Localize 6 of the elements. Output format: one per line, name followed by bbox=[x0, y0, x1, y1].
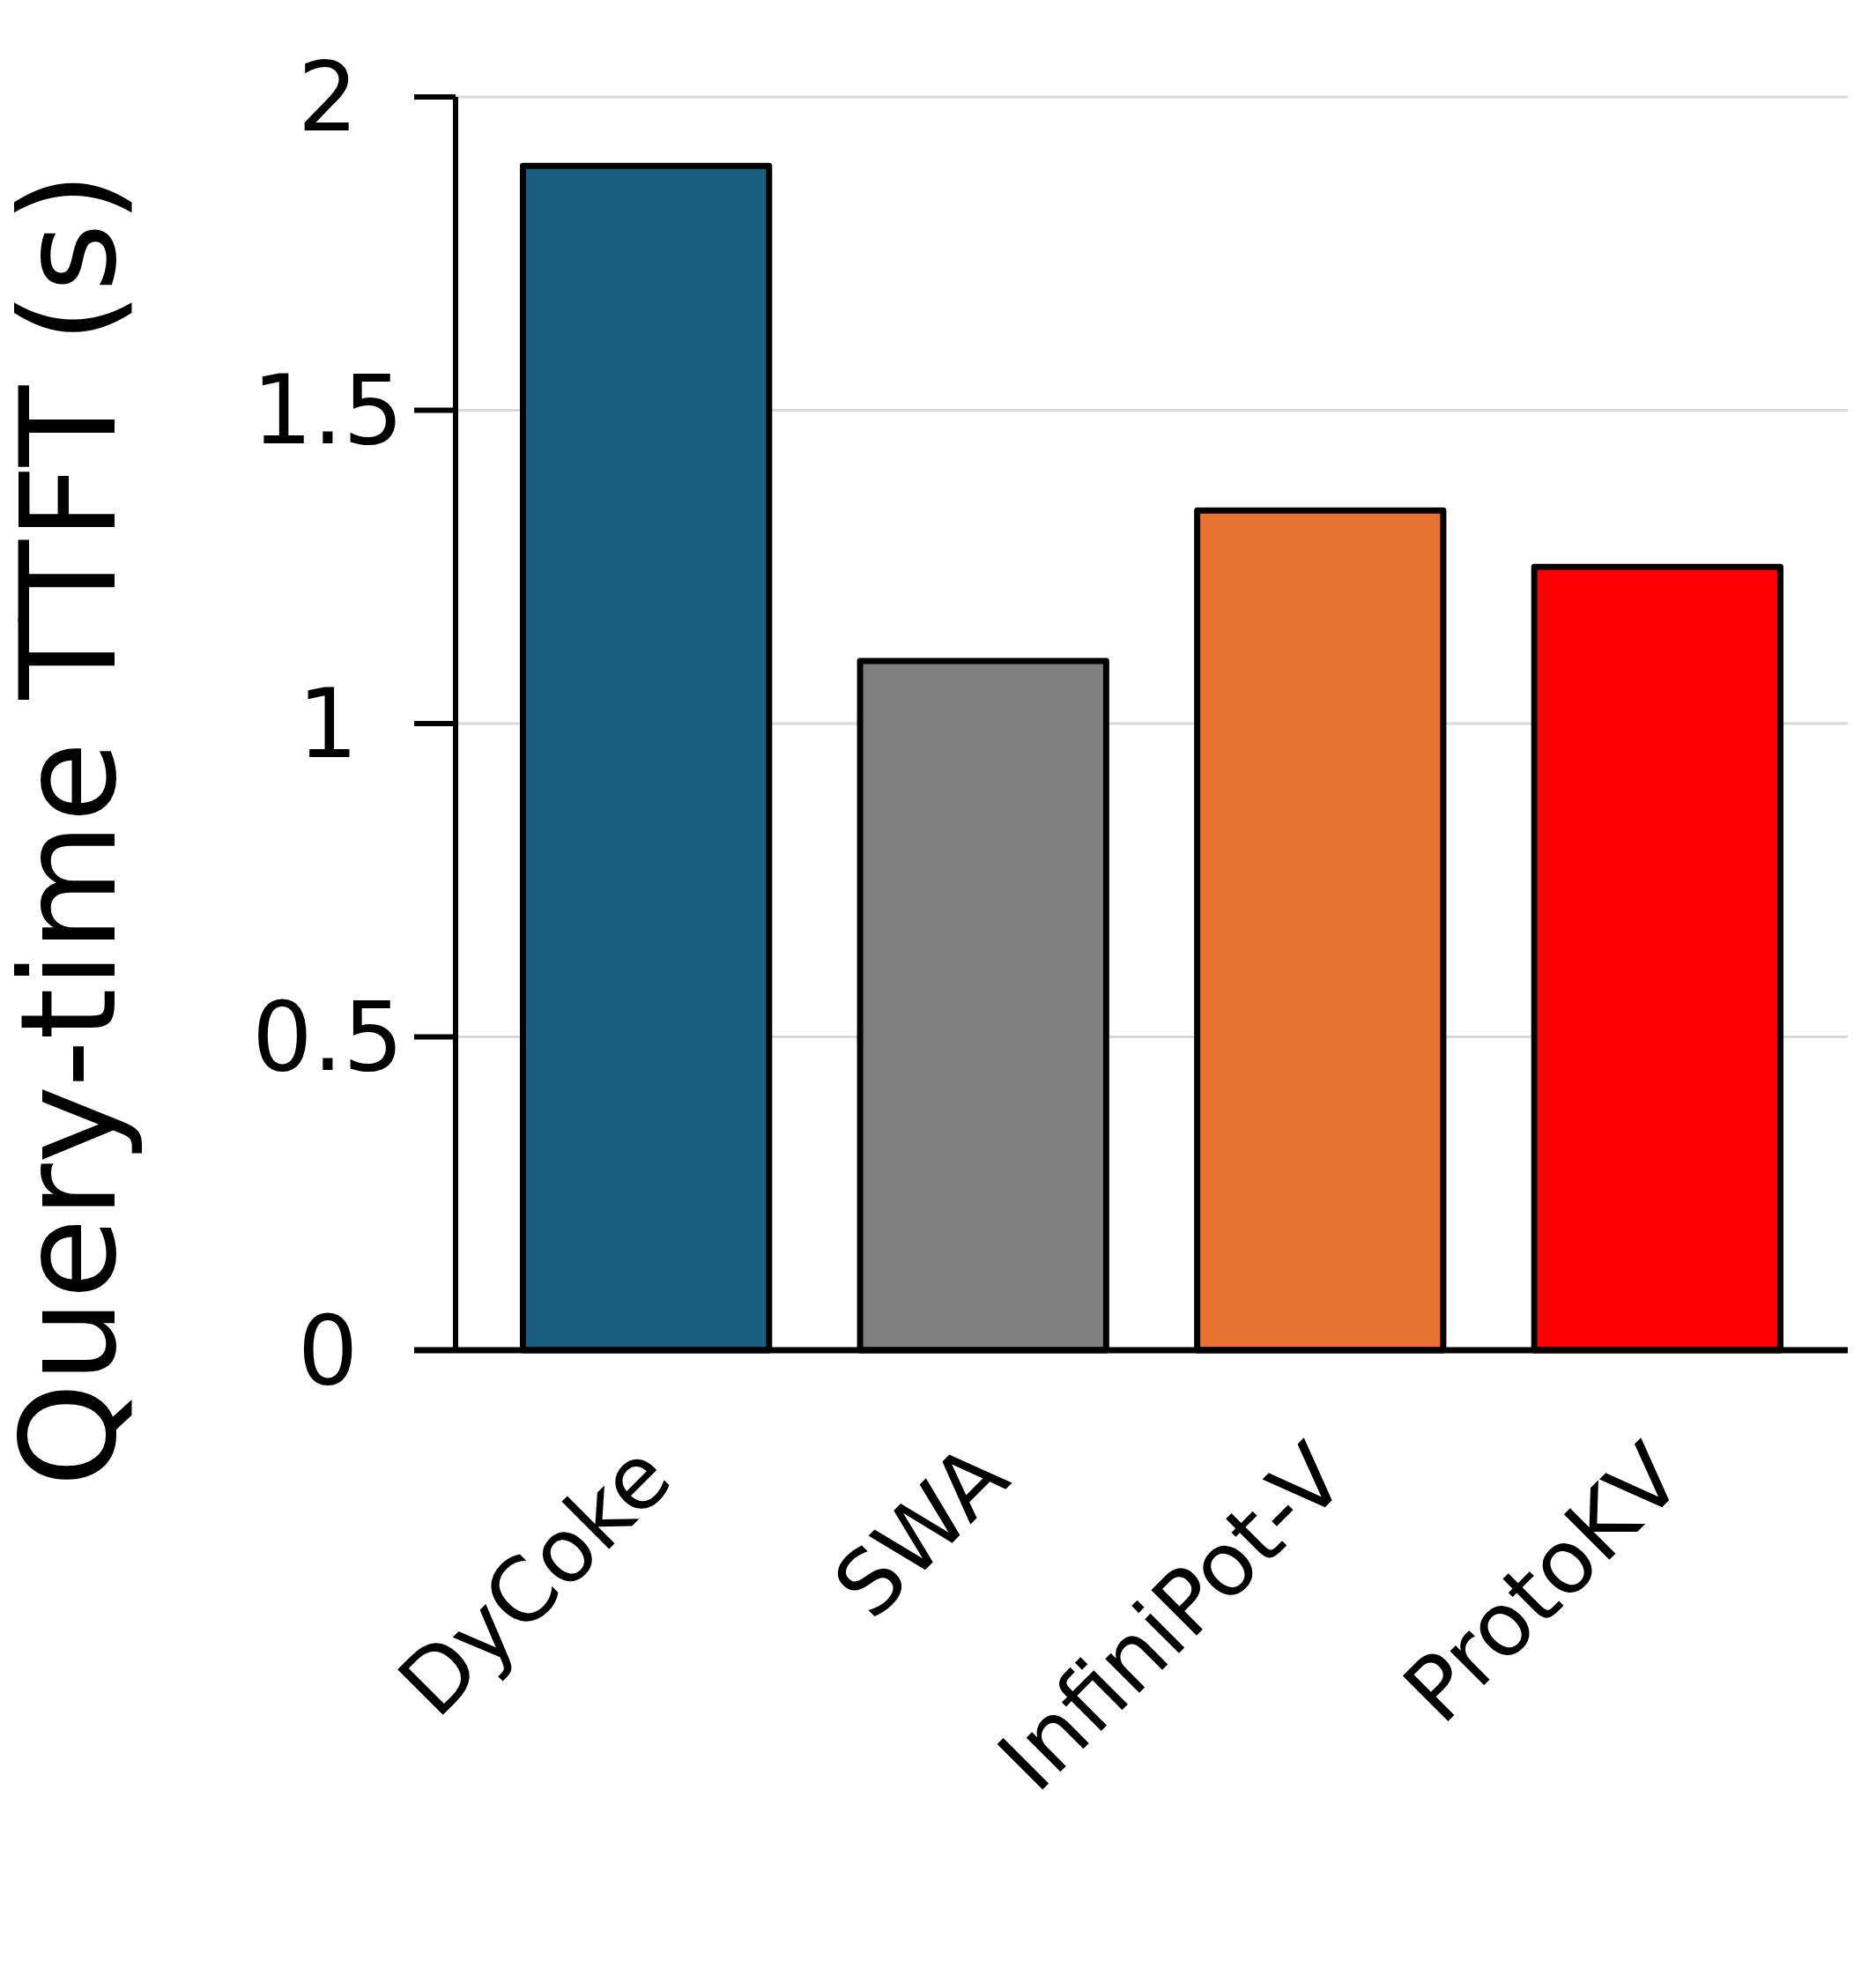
y-tick-label: 0.5 bbox=[252, 982, 404, 1093]
y-tick-label: 2 bbox=[297, 41, 359, 152]
y-tick-label: 1 bbox=[297, 668, 359, 779]
y-tick-label: 0 bbox=[297, 1295, 359, 1406]
y-axis-title: Query-time TTFT (s) bbox=[0, 171, 145, 1488]
y-tick-label: 1.5 bbox=[252, 355, 404, 466]
